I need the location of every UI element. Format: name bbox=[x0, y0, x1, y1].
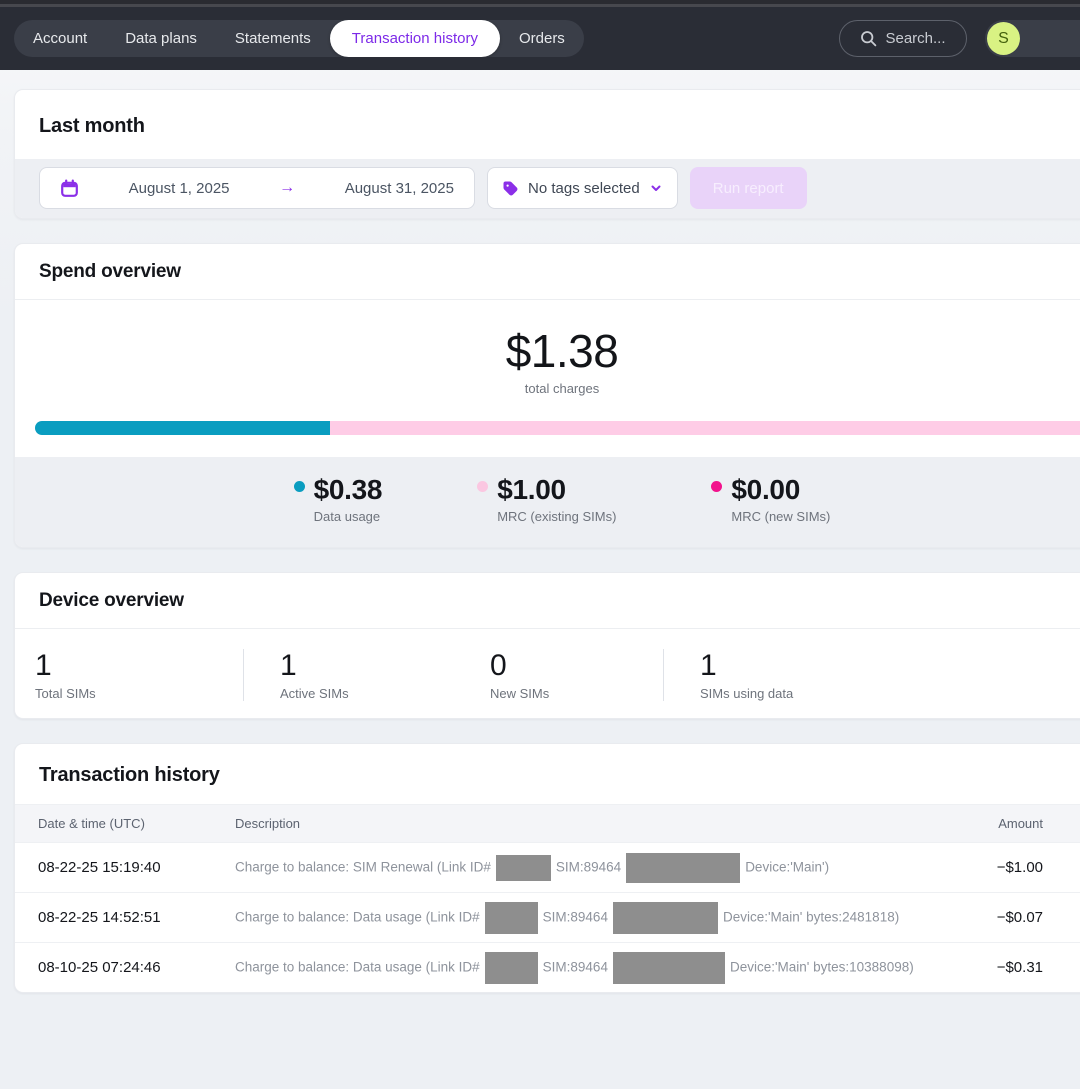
column-header-description: Description bbox=[235, 816, 301, 831]
window-top-strip bbox=[0, 0, 1080, 4]
date-range-picker[interactable]: August 1, 2025 → August 31, 2025 bbox=[39, 167, 475, 209]
spend-overview-title: Spend overview bbox=[39, 261, 181, 282]
stat-sims-using-data: 1 SIMs using data bbox=[664, 649, 1080, 701]
tags-select[interactable]: No tags selected bbox=[487, 167, 678, 209]
total-charges-caption: total charges bbox=[524, 381, 600, 396]
data-usage-dot-icon bbox=[293, 481, 305, 492]
data-usage-value: $0.38 bbox=[313, 474, 383, 505]
tab-transaction-history[interactable]: Transaction history bbox=[329, 20, 500, 57]
new-sims-label: New SIMs bbox=[490, 686, 550, 701]
tab-statements[interactable]: Statements bbox=[234, 30, 311, 47]
mrc-existing-value: $1.00 bbox=[497, 474, 566, 505]
search-input[interactable]: Search... bbox=[839, 20, 967, 57]
transaction-datetime: 08-22-25 14:52:51 bbox=[38, 909, 161, 926]
transaction-datetime: 08-22-25 15:19:40 bbox=[38, 859, 161, 876]
mrc-existing-label: MRC (existing SIMs) bbox=[497, 509, 617, 524]
description-text: Device:'Main' bytes:10388098) bbox=[729, 959, 914, 975]
total-sims-label: Total SIMs bbox=[35, 686, 96, 701]
description-text: SIM:89464 bbox=[555, 859, 622, 875]
bar-segment-mrc-existing bbox=[330, 421, 1080, 435]
active-sims-value: 1 bbox=[280, 649, 297, 682]
transaction-amount: −$0.07 bbox=[996, 909, 1043, 926]
redacted-text bbox=[484, 951, 538, 984]
end-date-value[interactable]: August 31, 2025 bbox=[344, 179, 454, 197]
account-menu[interactable]: S bbox=[985, 20, 1080, 57]
new-sims-value: 0 bbox=[490, 649, 507, 682]
tab-account[interactable]: Account bbox=[33, 30, 88, 47]
table-header-row: Date & time (UTC) Description Amount bbox=[15, 804, 1080, 842]
nav-tabs-group: Account Data plans Statements Transactio… bbox=[14, 20, 584, 57]
description-text: Charge to balance: Data usage (Link ID# bbox=[235, 959, 480, 975]
stat-new-sims: 0 New SIMs bbox=[454, 649, 664, 701]
description-text: Device:'Main') bbox=[745, 859, 830, 875]
description-text: Charge to balance: SIM Renewal (Link ID# bbox=[235, 859, 491, 875]
tags-select-value: No tags selected bbox=[528, 179, 640, 197]
report-controls-card: Last month August 1, 2025 → August 31, 2… bbox=[14, 89, 1080, 219]
transaction-history-title: Transaction history bbox=[39, 764, 220, 786]
data-usage-label: Data usage bbox=[313, 509, 381, 524]
spend-breakdown-bar bbox=[35, 421, 1080, 435]
transaction-description: Charge to balance: Data usage (Link ID# S… bbox=[235, 901, 963, 934]
top-navbar: Account Data plans Statements Transactio… bbox=[0, 7, 1080, 70]
device-stats-row: 1 Total SIMs 1 Active SIMs 0 New SIMs 1 … bbox=[15, 629, 1080, 718]
redacted-text bbox=[626, 852, 741, 883]
description-text: SIM:89464 bbox=[542, 909, 608, 925]
bar-segment-data-usage bbox=[35, 421, 331, 435]
legend-item-data-usage: $0.38 Data usage bbox=[293, 474, 383, 524]
transaction-amount: −$1.00 bbox=[996, 859, 1043, 876]
transaction-datetime: 08-10-25 07:24:46 bbox=[38, 959, 161, 976]
stat-active-sims: 1 Active SIMs bbox=[244, 649, 454, 701]
tab-orders[interactable]: Orders bbox=[518, 30, 565, 47]
column-header-datetime: Date & time (UTC) bbox=[38, 816, 145, 831]
mrc-new-dot-icon bbox=[711, 481, 723, 492]
total-sims-value: 1 bbox=[35, 649, 52, 682]
device-overview-title: Device overview bbox=[39, 590, 184, 611]
table-row: 08-10-25 07:24:46 Charge to balance: Dat… bbox=[15, 942, 1080, 992]
active-sims-label: Active SIMs bbox=[280, 686, 349, 701]
avatar[interactable]: S bbox=[987, 22, 1020, 55]
run-report-button[interactable]: Run report bbox=[689, 167, 807, 209]
redacted-text bbox=[612, 901, 718, 934]
redacted-text bbox=[495, 854, 551, 881]
mrc-new-label: MRC (new SIMs) bbox=[731, 509, 831, 524]
last-month-title: Last month bbox=[39, 115, 145, 137]
table-row: 08-22-25 15:19:40 Charge to balance: SIM… bbox=[15, 842, 1080, 892]
column-header-amount: Amount bbox=[998, 816, 1043, 831]
transaction-description: Charge to balance: Data usage (Link ID# S… bbox=[235, 951, 963, 984]
calendar-icon bbox=[60, 179, 79, 198]
redacted-text bbox=[612, 951, 725, 984]
device-overview-card: Device overview 1 Total SIMs 1 Active SI… bbox=[14, 572, 1080, 719]
transaction-history-card: Transaction history Date & time (UTC) De… bbox=[14, 743, 1080, 993]
legend-item-mrc-existing: $1.00 MRC (existing SIMs) bbox=[477, 474, 616, 524]
tab-data-plans[interactable]: Data plans bbox=[125, 30, 197, 47]
report-controls-row: August 1, 2025 → August 31, 2025 No tags… bbox=[15, 159, 1080, 218]
start-date-value[interactable]: August 1, 2025 bbox=[128, 179, 230, 197]
tag-icon bbox=[502, 180, 519, 197]
page-body: Last month August 1, 2025 → August 31, 2… bbox=[0, 70, 1080, 993]
transaction-description: Charge to balance: SIM Renewal (Link ID#… bbox=[235, 852, 963, 883]
search-icon bbox=[860, 30, 877, 47]
arrow-right-icon: → bbox=[279, 179, 296, 196]
mrc-new-value: $0.00 bbox=[731, 474, 800, 505]
mrc-existing-dot-icon bbox=[477, 481, 489, 492]
transaction-amount: −$0.31 bbox=[996, 959, 1043, 976]
spend-legend: $0.38 Data usage $1.00 MRC (existing SIM… bbox=[15, 457, 1080, 547]
sims-using-data-label: SIMs using data bbox=[700, 686, 794, 701]
table-row: 08-22-25 14:52:51 Charge to balance: Dat… bbox=[15, 892, 1080, 942]
total-charges-value: $1.38 bbox=[505, 325, 619, 377]
legend-item-mrc-new: $0.00 MRC (new SIMs) bbox=[711, 474, 830, 524]
description-text: SIM:89464 bbox=[542, 959, 608, 975]
search-placeholder: Search... bbox=[885, 30, 946, 47]
description-text: Device:'Main' bytes:2481818) bbox=[722, 909, 900, 925]
sims-using-data-value: 1 bbox=[700, 649, 717, 682]
stat-total-sims: 1 Total SIMs bbox=[15, 649, 244, 701]
redacted-text bbox=[484, 901, 538, 934]
chevron-down-icon bbox=[649, 181, 663, 195]
description-text: Charge to balance: Data usage (Link ID# bbox=[235, 909, 480, 925]
window-top-divider bbox=[0, 4, 1080, 7]
spend-overview-card: Spend overview $1.38 total charges $0.38… bbox=[14, 243, 1080, 548]
